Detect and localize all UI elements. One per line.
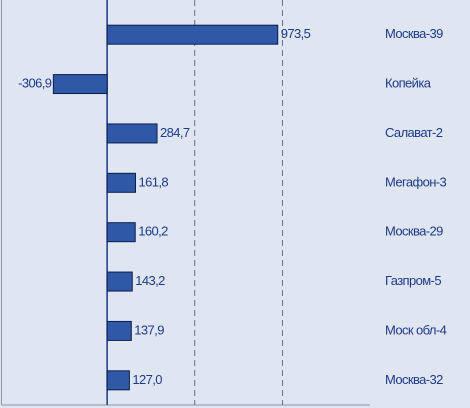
category-label: Мегафон-3 — [385, 174, 447, 189]
bar — [106, 222, 136, 243]
category-label: Салават-2 — [385, 125, 443, 140]
value-label: 143,2 — [135, 273, 165, 288]
value-label: 137,9 — [134, 322, 164, 337]
value-label: 161,8 — [138, 174, 168, 189]
bar — [106, 370, 130, 391]
category-label: Моск обл-4 — [385, 322, 447, 337]
bar — [106, 24, 279, 45]
bar — [106, 123, 158, 144]
category-label: Москва-32 — [385, 372, 443, 387]
value-label: 973,5 — [281, 26, 311, 41]
bar — [106, 320, 132, 341]
category-label: Москва-29 — [385, 224, 443, 239]
value-label: 160,2 — [138, 224, 168, 239]
value-label: 127,0 — [132, 372, 162, 387]
value-label: 284,7 — [160, 125, 190, 140]
value-label: -306,9 — [18, 76, 52, 91]
category-label: Копейка — [385, 76, 432, 91]
bar — [52, 74, 108, 95]
category-label: Газпром-5 — [385, 273, 441, 288]
category-label: Москва-39 — [385, 26, 443, 41]
bar — [106, 172, 136, 193]
bar — [106, 271, 133, 292]
